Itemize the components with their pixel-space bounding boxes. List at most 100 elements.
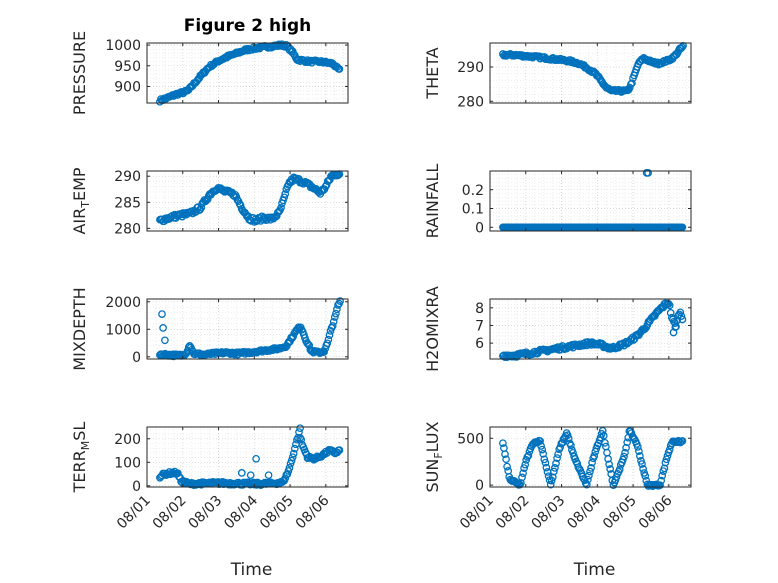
y-tick-label: 290	[457, 60, 484, 76]
data-point	[554, 450, 562, 459]
y-axis-label: MIXDEPTH	[70, 287, 89, 370]
y-tick-label: 6	[475, 336, 484, 352]
y-tick-label: 900	[114, 79, 141, 95]
data-point	[546, 480, 555, 489]
data-point	[233, 196, 242, 204]
data-point	[551, 464, 559, 472]
data-point	[678, 437, 687, 445]
y-tick-label: 280	[457, 94, 484, 110]
data-point	[676, 308, 685, 317]
data-point	[336, 297, 344, 305]
data-point	[656, 481, 664, 490]
y-tick-label: 100	[114, 455, 141, 471]
data-point	[615, 465, 624, 474]
data-point	[644, 169, 652, 177]
data-point	[281, 474, 290, 483]
data-point	[161, 336, 169, 345]
x-tick-label: 08/04	[221, 492, 261, 532]
data-point	[330, 313, 339, 321]
data-point	[159, 324, 167, 332]
y-axis-label: RAINFALL	[423, 164, 442, 239]
y-tick-label: 950	[114, 59, 141, 75]
data-point	[521, 460, 530, 469]
y-tick-label: 0	[132, 479, 141, 495]
data-point	[524, 451, 533, 460]
data-point	[335, 65, 344, 73]
data-point	[666, 309, 675, 317]
data-point	[598, 426, 607, 435]
data-point	[564, 434, 573, 443]
data-point	[287, 456, 296, 465]
data-point	[201, 197, 210, 206]
axes-box	[489, 170, 692, 232]
data-point	[504, 467, 513, 475]
data-point	[289, 50, 298, 58]
data-point	[540, 455, 549, 464]
data-point	[499, 439, 507, 448]
data-point	[165, 350, 174, 359]
x-tick-label: 08/02	[150, 493, 190, 533]
y-tick-label: 290	[114, 169, 141, 185]
y-tick-label: 1000	[105, 38, 141, 54]
data-point	[519, 469, 527, 478]
data-point	[638, 460, 646, 468]
data-point	[603, 448, 611, 457]
y-tick-label: 0.2	[462, 183, 484, 199]
data-point	[328, 322, 337, 330]
data-point	[662, 455, 671, 464]
data-point	[628, 79, 636, 88]
axes-box	[489, 42, 692, 104]
data-point	[639, 465, 647, 473]
data-point	[246, 471, 255, 480]
subplot-rainfall: 0 0.1 0.2 RAINFALL	[423, 164, 692, 239]
data-point	[556, 443, 565, 452]
figure-title: Figure 2 high	[184, 16, 312, 36]
data-point	[658, 471, 667, 480]
y-tick-label: 8	[475, 301, 484, 317]
axes-box	[146, 170, 349, 232]
subplot-pressure: 900 950 1000 PRESSURE Figure 2 high	[70, 16, 349, 115]
data-point	[324, 335, 333, 344]
data-point	[297, 435, 306, 444]
data-point	[625, 83, 634, 92]
subplot-theta: 280 290 THETA	[423, 41, 692, 110]
data-point	[538, 445, 547, 454]
data-point	[325, 331, 334, 339]
y-tick-label: 200	[114, 432, 141, 448]
data-point	[158, 310, 166, 318]
data-point	[585, 471, 593, 480]
y-tick-label: 280	[114, 221, 141, 237]
y-axis-label: H2OMIXRA	[423, 286, 442, 372]
data-point	[288, 453, 297, 462]
data-point	[661, 458, 670, 467]
data-point	[599, 431, 608, 440]
data-point	[567, 441, 575, 450]
data-point	[584, 475, 592, 484]
x-tick-label: 08/01	[457, 493, 497, 533]
data-point	[547, 476, 556, 485]
data-point	[588, 458, 596, 467]
y-tick-label: 285	[114, 195, 141, 211]
y-axis-label: SUNFLUX	[423, 421, 445, 492]
data-point	[635, 447, 643, 456]
data-point	[335, 446, 344, 454]
data-point	[185, 341, 194, 350]
data-point	[537, 442, 545, 450]
data-point	[503, 462, 511, 471]
data-point	[604, 455, 612, 463]
data-point	[202, 196, 211, 204]
data-point	[641, 324, 650, 333]
x-tick-label: 08/05	[257, 493, 297, 533]
y-axis-label: AIRTEMP	[70, 167, 92, 234]
subplot-mixdepth: 0 1000 2000 MIXDEPTH	[70, 287, 349, 371]
data-point	[605, 460, 613, 469]
data-point	[319, 186, 328, 195]
y-tick-label: 2000	[105, 295, 141, 311]
data-point	[552, 459, 560, 468]
data-point	[601, 438, 609, 447]
x-tick-label: 08/06	[293, 492, 333, 532]
data-point	[621, 448, 629, 457]
data-point	[541, 458, 550, 467]
data-point	[334, 171, 343, 179]
data-point	[678, 43, 686, 52]
